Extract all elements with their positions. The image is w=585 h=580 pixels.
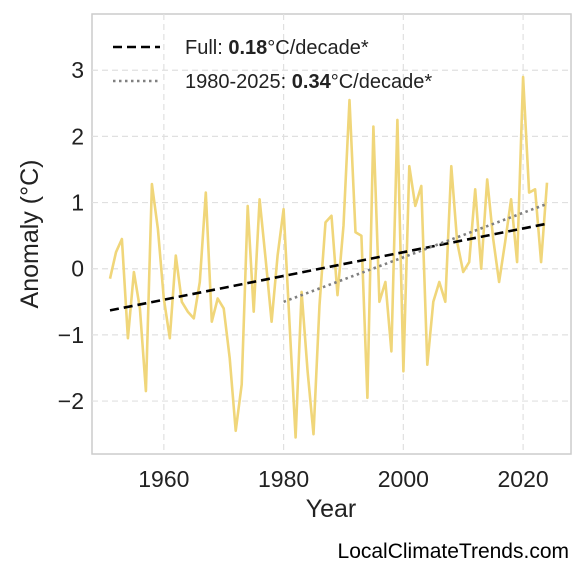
legend-full-prefix: Full: xyxy=(185,37,228,59)
y-axis-label: Anomaly (°C) xyxy=(16,160,44,309)
legend-recent-value: 0.34 xyxy=(292,71,332,93)
legend-full-suffix: °C/decade* xyxy=(267,37,369,59)
y-tick-label: −1 xyxy=(58,322,84,348)
legend-recent-prefix: 1980-2025: xyxy=(185,71,292,93)
credit-text: LocalClimateTrends.com xyxy=(337,540,569,563)
trend-recent-line xyxy=(283,202,548,304)
x-tick-label: 2000 xyxy=(378,466,429,492)
series-lines xyxy=(108,75,549,439)
legend-full-label: Full: 0.18°C/decade* xyxy=(185,37,369,59)
y-tick-label: 3 xyxy=(71,57,84,83)
x-tick-label: 1960 xyxy=(138,466,189,492)
legend: Full: 0.18°C/decade* 1980-2025: 0.34°C/d… xyxy=(113,37,432,93)
y-tick-label: 2 xyxy=(71,123,84,149)
chart: 1960 1980 2000 2020 −2 −1 0 1 2 3 Year Anomaly (°… xyxy=(16,13,572,523)
x-tick-label: 2020 xyxy=(498,466,549,492)
legend-recent-suffix: °C/decade* xyxy=(331,71,433,93)
anomaly-series-line xyxy=(108,75,549,439)
x-tick-label: 1980 xyxy=(258,466,309,492)
plot-area xyxy=(91,13,572,455)
legend-full-value: 0.18 xyxy=(228,37,267,59)
trend-full-line xyxy=(109,222,548,312)
x-axis-label: Year xyxy=(306,495,357,523)
legend-recent-label: 1980-2025: 0.34°C/decade* xyxy=(185,71,432,93)
tick-labels: 1960 1980 2000 2020 −2 −1 0 1 2 3 xyxy=(58,57,549,492)
y-tick-label: 1 xyxy=(71,190,84,216)
y-tick-label: −2 xyxy=(58,388,84,414)
y-tick-label: 0 xyxy=(71,256,84,282)
